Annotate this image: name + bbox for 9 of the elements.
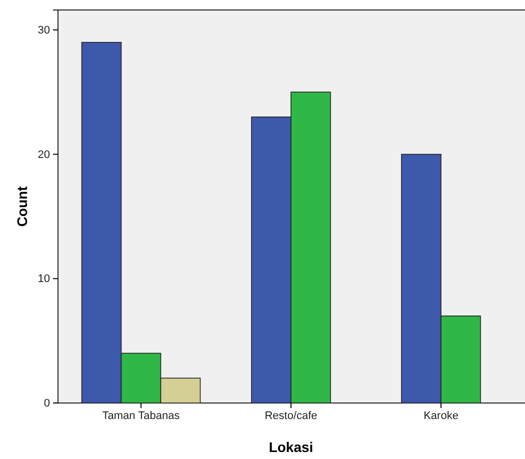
y-axis-title: Count: [14, 186, 30, 227]
x-tick-label: Karoke: [424, 410, 458, 422]
y-tick-label: 10: [38, 273, 50, 286]
x-axis-title: Lokasi: [268, 439, 314, 455]
x-tick-label: Taman Tabanas: [102, 410, 180, 422]
y-tick-label: 20: [38, 148, 50, 161]
y-tick-label: 30: [38, 24, 50, 36]
x-tick-label: Resto/cafe: [264, 410, 318, 422]
y-tick-label: 0: [44, 398, 50, 410]
